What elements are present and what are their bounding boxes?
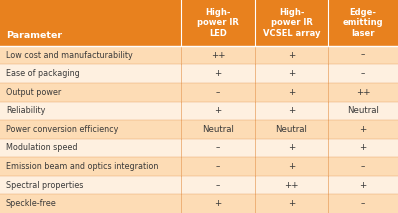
Text: +: +: [359, 144, 367, 153]
Text: ++: ++: [356, 88, 371, 97]
Bar: [0, 83, 398, 102]
Bar: [0, 194, 398, 213]
Bar: [0, 64, 398, 83]
Text: +: +: [288, 69, 295, 78]
Text: Emission beam and optics integration: Emission beam and optics integration: [6, 162, 158, 171]
Text: Edge-
emitting
laser: Edge- emitting laser: [343, 8, 384, 38]
Text: +: +: [288, 106, 295, 115]
Text: –: –: [216, 144, 220, 153]
Text: +: +: [288, 50, 295, 60]
Text: ++: ++: [211, 50, 225, 60]
Text: Speckle-free: Speckle-free: [6, 199, 57, 208]
Text: +: +: [214, 106, 222, 115]
Text: ++: ++: [284, 181, 299, 190]
Text: –: –: [216, 162, 220, 171]
Text: Parameter: Parameter: [6, 32, 62, 40]
Bar: [0, 157, 398, 176]
Text: Low cost and manufacturability: Low cost and manufacturability: [6, 50, 133, 60]
Text: Modulation speed: Modulation speed: [6, 144, 78, 153]
Text: Neutral: Neutral: [275, 125, 308, 134]
Text: +: +: [288, 144, 295, 153]
Text: Reliability: Reliability: [6, 106, 45, 115]
Text: High-
power IR
LED: High- power IR LED: [197, 8, 239, 38]
Text: +: +: [214, 69, 222, 78]
Text: +: +: [288, 88, 295, 97]
Text: +: +: [288, 199, 295, 208]
Text: +: +: [214, 199, 222, 208]
Bar: [0, 176, 398, 194]
Text: Power conversion efficiency: Power conversion efficiency: [6, 125, 118, 134]
Bar: [0, 102, 398, 120]
Text: Ease of packaging: Ease of packaging: [6, 69, 80, 78]
Text: –: –: [361, 69, 365, 78]
Text: Neutral: Neutral: [347, 106, 379, 115]
Text: Spectral properties: Spectral properties: [6, 181, 83, 190]
Bar: [0, 46, 398, 64]
Text: –: –: [361, 199, 365, 208]
Text: Output power: Output power: [6, 88, 61, 97]
Text: –: –: [361, 50, 365, 60]
Text: High-
power IR
VCSEL array: High- power IR VCSEL array: [263, 8, 320, 38]
Bar: [0, 120, 398, 139]
Text: –: –: [361, 162, 365, 171]
Text: +: +: [359, 125, 367, 134]
Text: +: +: [359, 181, 367, 190]
Text: +: +: [288, 162, 295, 171]
Bar: [0, 139, 398, 157]
Text: –: –: [216, 88, 220, 97]
Text: Neutral: Neutral: [202, 125, 234, 134]
Bar: [0, 0, 398, 46]
Text: –: –: [216, 181, 220, 190]
